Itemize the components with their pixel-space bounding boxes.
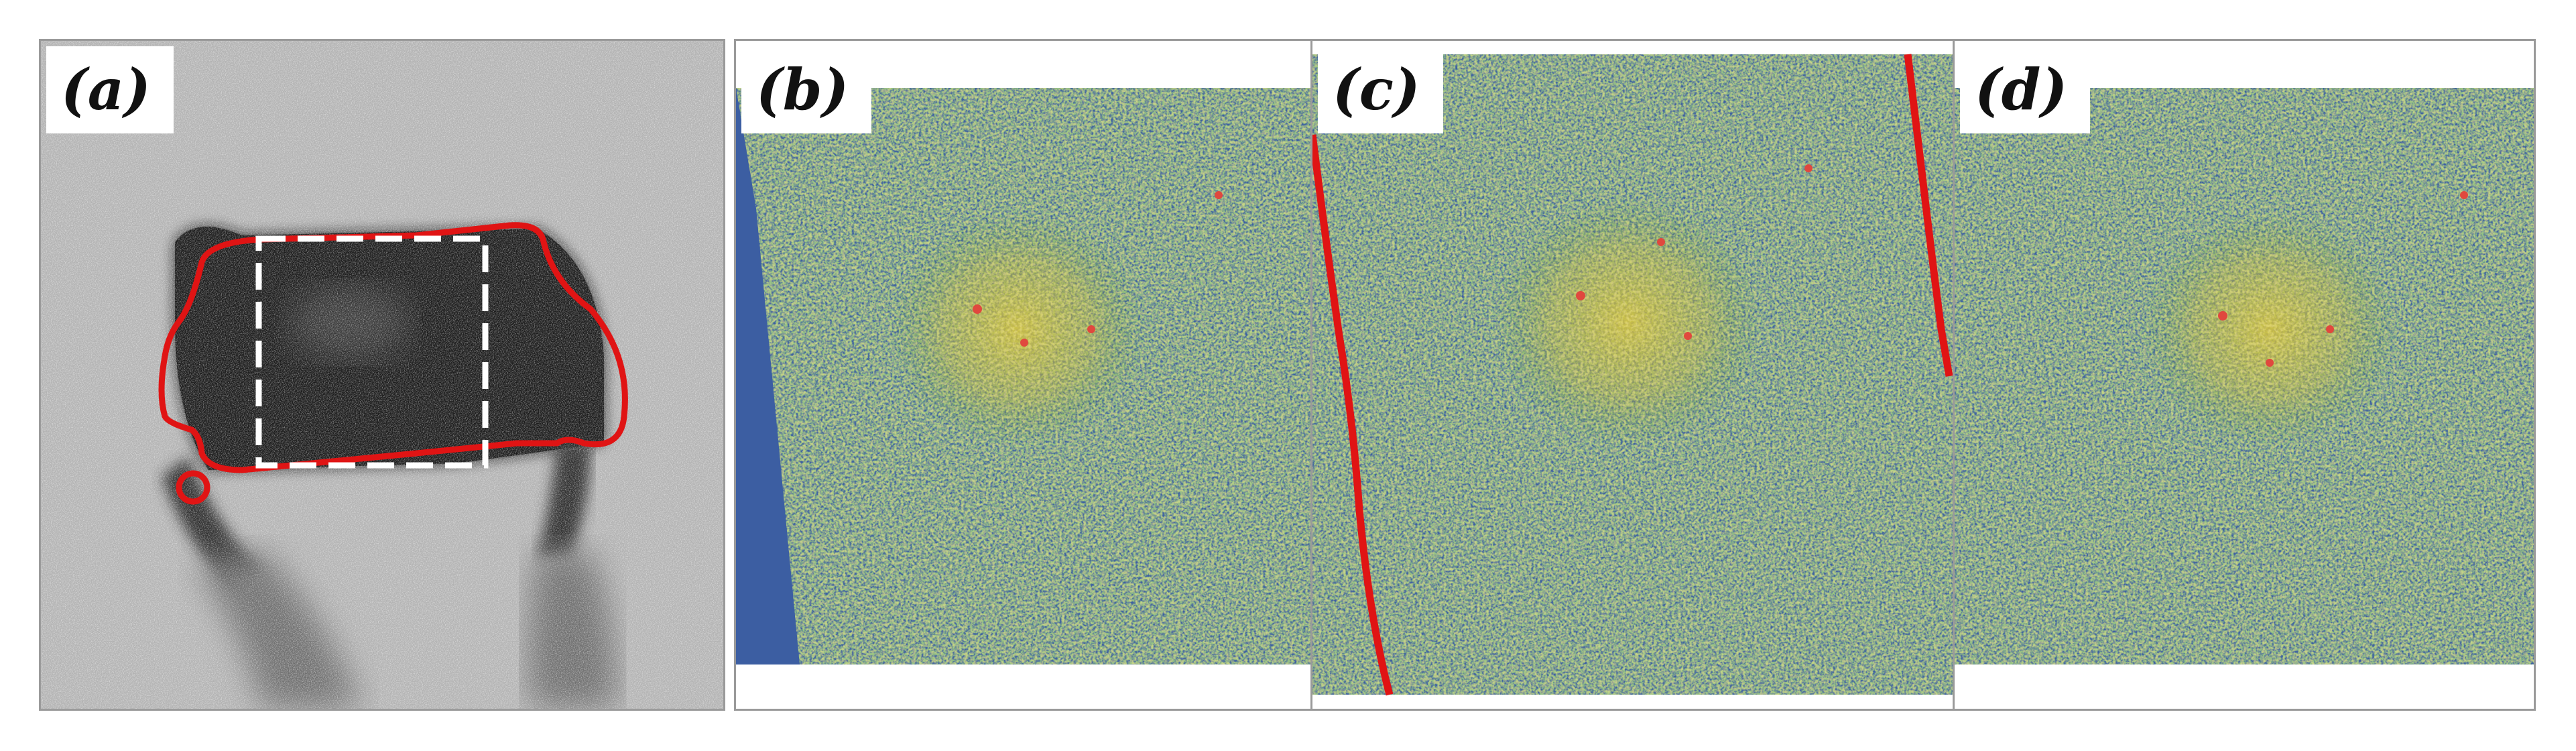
panel-a-label: (a) <box>46 46 174 133</box>
panel-d-label: (d) <box>1960 46 2091 133</box>
dashed-roi-box <box>255 235 489 469</box>
panel-c: (c) <box>1310 39 1955 711</box>
panel-b: (b) <box>734 39 1313 711</box>
panel-c-label: (c) <box>1318 46 1443 133</box>
red-boundary-line <box>1904 54 1953 377</box>
panel-b-label: (b) <box>741 46 872 133</box>
micrograph-image <box>41 41 723 709</box>
heatmap-c <box>1312 41 1953 709</box>
heatmap-d <box>1955 41 2534 709</box>
red-contour-outline <box>158 222 628 473</box>
red-boundary-line <box>1312 134 1394 696</box>
panel-d: (d) <box>1953 39 2536 711</box>
panel-a: (a) <box>39 39 725 711</box>
red-contour-outline <box>176 470 210 505</box>
heatmap-b <box>736 41 1311 709</box>
